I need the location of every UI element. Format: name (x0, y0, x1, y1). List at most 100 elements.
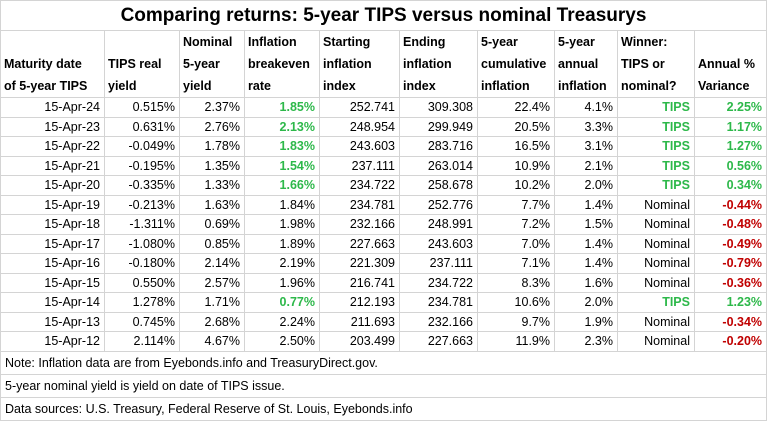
column-header: 5-year annual inflation (554, 30, 618, 98)
cell: 309.308 (399, 97, 478, 118)
cell: 248.954 (319, 116, 400, 137)
header-line: TIPS real (108, 57, 162, 71)
cell: 1.83% (244, 136, 320, 157)
column-header: 5-year cumulative inflation (477, 30, 555, 98)
cell: 211.693 (319, 311, 400, 332)
data-row: 15-Apr-18 -1.311% 0.69% 1.98% 232.166 248.991… (0, 214, 768, 235)
cell: 16.5% (477, 136, 555, 157)
cell: 0.77% (244, 292, 320, 313)
header-line: yield (183, 79, 212, 93)
cell: 2.57% (179, 272, 245, 293)
header-line: Inflation (248, 35, 297, 49)
cell: 0.56% (693, 155, 768, 176)
header-line: cumulative (481, 57, 547, 71)
cell: 7.1% (477, 253, 555, 274)
cell: -0.335% (104, 175, 180, 196)
header-line: Nominal (183, 35, 233, 49)
cell: TIPS (617, 292, 695, 313)
header-line: inflation (558, 79, 607, 93)
cell: 252.741 (319, 97, 400, 118)
cell: -0.34% (693, 311, 768, 332)
column-header: Winner: TIPS or nominal? (617, 30, 695, 98)
cell: 1.66% (244, 175, 320, 196)
header-line: Winner: (621, 35, 668, 49)
cell: 2.0% (554, 292, 618, 313)
cell: 0.745% (104, 311, 180, 332)
cell: 1.89% (244, 233, 320, 254)
cell: Nominal (617, 233, 695, 254)
note-row: 5-year nominal yield is yield on date of… (0, 373, 768, 398)
header-line: rate (248, 79, 271, 93)
cell: 227.663 (319, 233, 400, 254)
cell: 234.722 (399, 272, 478, 293)
header-line: TIPS or (621, 57, 665, 71)
cell: -0.180% (104, 253, 180, 274)
cell: 4.67% (179, 331, 245, 352)
note-row: Note: Inflation data are from Eyebonds.i… (0, 350, 768, 375)
cell: 2.37% (179, 97, 245, 118)
cell: 2.24% (244, 311, 320, 332)
column-header: TIPS real yield (104, 30, 180, 98)
cell: 0.515% (104, 97, 180, 118)
note: 5-year nominal yield is yield on date of… (0, 373, 768, 398)
cell: 1.23% (693, 292, 768, 313)
cell: Nominal (617, 194, 695, 215)
cell: 2.50% (244, 331, 320, 352)
column-header: Maturity date of 5-year TIPS (0, 30, 105, 98)
header-row: Maturity date of 5-year TIPS TIPS real yiel… (0, 30, 768, 98)
cell: 283.716 (399, 136, 478, 157)
cell: -0.195% (104, 155, 180, 176)
cell: 2.1% (554, 155, 618, 176)
cell: 237.111 (399, 253, 478, 274)
cell: 299.949 (399, 116, 478, 137)
cell: 3.3% (554, 116, 618, 137)
cell: TIPS (617, 116, 695, 137)
data-row: 15-Apr-24 0.515% 2.37% 1.85% 252.741 309.308 2… (0, 97, 768, 118)
cell: 15-Apr-21 (0, 155, 105, 176)
cell: 2.13% (244, 116, 320, 137)
cell: 20.5% (477, 116, 555, 137)
cell: 15-Apr-20 (0, 175, 105, 196)
cell: 15-Apr-13 (0, 311, 105, 332)
column-header: Annual % Variance (693, 30, 768, 98)
cell: 9.7% (477, 311, 555, 332)
cell: 15-Apr-12 (0, 331, 105, 352)
cell: -0.213% (104, 194, 180, 215)
column-header: Nominal 5-year yield (179, 30, 245, 98)
cell: 15-Apr-24 (0, 97, 105, 118)
cell: TIPS (617, 175, 695, 196)
cell: 221.309 (319, 253, 400, 274)
cell: TIPS (617, 136, 695, 157)
cell: -1.311% (104, 214, 180, 235)
data-row: 15-Apr-20 -0.335% 1.33% 1.66% 234.722 258.678… (0, 175, 768, 196)
cell: 0.85% (179, 233, 245, 254)
cell: 232.166 (319, 214, 400, 235)
cell: 1.27% (693, 136, 768, 157)
cell: 15-Apr-14 (0, 292, 105, 313)
cell: 263.014 (399, 155, 478, 176)
cell: 1.4% (554, 233, 618, 254)
cell: 1.63% (179, 194, 245, 215)
data-row: 15-Apr-17 -1.080% 0.85% 1.89% 227.663 243.603… (0, 233, 768, 254)
cell: 15-Apr-19 (0, 194, 105, 215)
column-header: Starting inflation index (319, 30, 400, 98)
data-row: 15-Apr-21 -0.195% 1.35% 1.54% 237.111 263.014… (0, 155, 768, 176)
cell: 0.550% (104, 272, 180, 293)
header-line: Starting (323, 35, 371, 49)
cell: 1.35% (179, 155, 245, 176)
cell: -0.20% (693, 331, 768, 352)
header-line: annual (558, 57, 599, 71)
cell: 3.1% (554, 136, 618, 157)
column-header: Ending inflation index (399, 30, 478, 98)
cell: 2.3% (554, 331, 618, 352)
cell: -0.049% (104, 136, 180, 157)
cell: 0.69% (179, 214, 245, 235)
title: Comparing returns: 5-year TIPS versus no… (0, 0, 768, 31)
header-line: Annual % (698, 57, 755, 71)
cell: 7.7% (477, 194, 555, 215)
data-row: 15-Apr-22 -0.049% 1.78% 1.83% 243.603 283.716… (0, 136, 768, 157)
header-line: nominal? (621, 79, 677, 93)
cell: 1.9% (554, 311, 618, 332)
